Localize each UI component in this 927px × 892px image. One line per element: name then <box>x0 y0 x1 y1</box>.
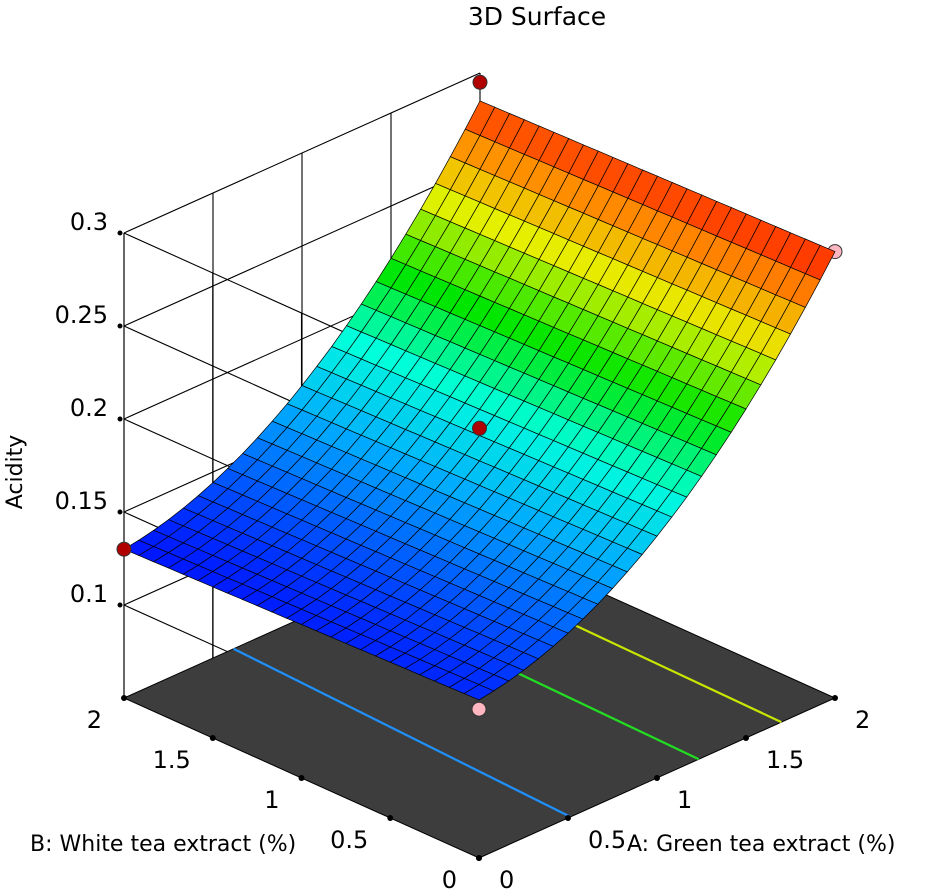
a-tick-label: 2 <box>855 706 870 734</box>
b-tick-label: 0.5 <box>330 826 368 854</box>
z-tick-label: 0.25 <box>55 301 108 329</box>
a-tick-mark <box>832 695 838 701</box>
chart-title: 3D Surface <box>468 2 606 31</box>
axis-labels: 3D Surface A: Green tea extract (%) B: W… <box>3 2 895 857</box>
design-point <box>471 701 487 717</box>
z-tick-label: 0.15 <box>55 487 108 515</box>
a-tick-mark <box>565 815 571 821</box>
y-axis-title: B: White tea extract (%) <box>30 832 296 857</box>
z-tick-mark <box>117 509 123 515</box>
design-points-above <box>116 74 488 557</box>
contour-line <box>233 647 571 818</box>
a-tick-label: 1.5 <box>766 746 804 774</box>
z-tick-mark <box>117 230 123 236</box>
z-tick-label: 0.1 <box>70 580 108 608</box>
z-tick-label: 0.2 <box>70 394 108 422</box>
z-axis-title: Acidity <box>3 435 28 510</box>
b-tick-mark <box>209 735 216 741</box>
b-tick-mark <box>298 775 305 781</box>
b-tick-mark <box>387 815 394 821</box>
design-point <box>116 541 132 557</box>
response-surface <box>123 100 836 701</box>
a-tick-mark <box>743 735 749 741</box>
b-tick-label: 0 <box>442 866 457 892</box>
right-wall-hline <box>123 72 481 234</box>
design-point <box>472 420 487 436</box>
z-tick-mark <box>117 416 123 422</box>
b-tick-label: 2 <box>87 706 102 734</box>
design-point <box>472 74 488 90</box>
right-wall-hline <box>123 165 481 327</box>
a-tick-label: 0.5 <box>588 826 626 854</box>
b-tick-mark <box>121 695 127 701</box>
b-tick-label: 1 <box>264 786 279 814</box>
z-tick-mark <box>117 323 123 329</box>
a-tick-label: 1 <box>677 786 692 814</box>
z-tick-mark <box>117 602 123 608</box>
a-tick-label: 0 <box>499 866 514 892</box>
surface-cell <box>463 684 495 701</box>
axis-ticks: 0.1 0.15 0.2 0.25 0.3 0 0.5 1 1.5 2 0 0.5 1 1.5 2 <box>55 208 871 892</box>
a-tick-mark <box>476 855 482 861</box>
a-tick-mark <box>654 775 660 781</box>
b-tick-label: 1.5 <box>153 746 191 774</box>
x-axis-title: A: Green tea extract (%) <box>627 832 895 857</box>
z-tick-label: 0.3 <box>70 208 108 236</box>
